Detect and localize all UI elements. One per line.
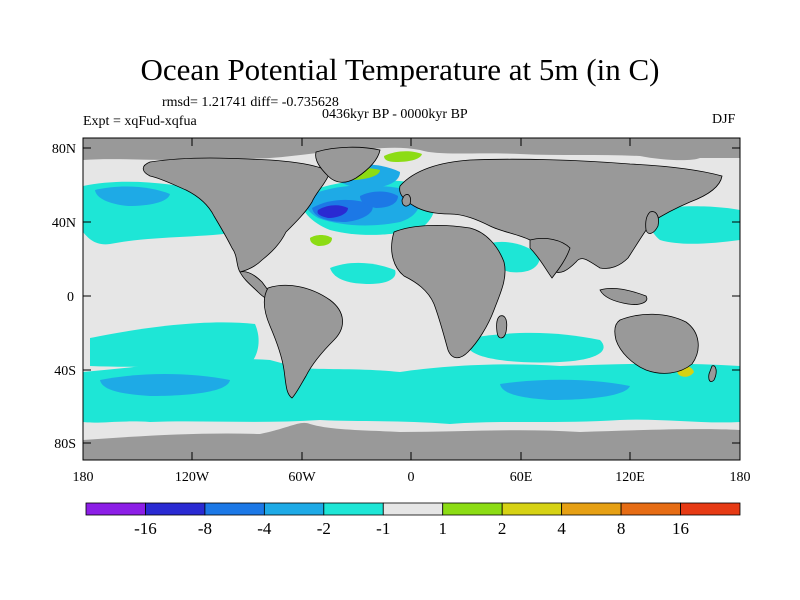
africa [391,224,506,359]
lon-label-60w: 60W [288,470,316,485]
plot-area [82,137,741,461]
madagascar [496,315,508,339]
lon-label-0: 0 [408,470,415,485]
greenland [315,146,381,183]
mid-atlantic-warming [310,235,332,246]
lat-label-80s: 80S [54,437,76,452]
legend-label: -8 [198,519,212,538]
legend-swatch [145,502,206,516]
south-pacific-mid-cooling [100,374,230,396]
southern-ocean-cooling [83,359,740,424]
experiment-label: Expt = xqFud-xqfua [83,114,197,129]
legend-label: -1 [376,519,390,538]
indian-mid-cooling [500,379,630,400]
legend-swatch [85,502,146,516]
indian-subcontinent [529,238,571,279]
axis-ticks [83,138,740,460]
lat-label-80n: 80N [52,142,76,157]
south-pacific-cooling [90,322,259,367]
latitude-labels: 80N 40N 0 40S 80S [52,142,76,452]
season-label: DJF [712,112,736,127]
north-pacific-mid-cooling [95,186,170,206]
legend-label: 16 [672,519,689,538]
europe-asia [399,158,723,273]
southeast-asia-islands [599,288,648,305]
gulf-stream-core [317,205,348,218]
north-america [142,157,331,273]
legend-label: 2 [498,519,507,538]
period-label: 0436kyr BP - 0000kyr BP [322,107,468,122]
lon-label-60e: 60E [510,470,533,485]
legend-swatch [680,502,741,516]
south-america [264,284,343,399]
nw-pacific-cooling [648,206,740,244]
legend-swatch [263,502,325,516]
legend-swatch [442,502,503,516]
lat-label-40n: 40N [52,216,76,231]
strong-cooling-patches [312,191,398,222]
legend-label: 1 [438,519,447,538]
legend-swatch [204,502,265,516]
legend-swatch [323,502,384,516]
legend-label: 4 [557,519,566,538]
legend-label: -2 [317,519,331,538]
map-title: Ocean Potential Temperature at 5m (in C) [140,52,660,87]
legend-label: 8 [617,519,626,538]
legend-swatch [501,502,563,516]
japan [645,211,659,234]
antarctica [83,422,740,460]
lon-label-180w: 180 [73,470,94,485]
arctic-warming [384,151,422,162]
legend-swatch [561,502,622,516]
arctic-land [83,138,740,161]
lon-label-120e: 120E [615,470,645,485]
legend-swatch [382,502,444,516]
subpolar-cooling [360,191,398,208]
legend-label: -4 [257,519,272,538]
trop-atlantic-cooling [330,262,396,284]
australia [614,313,699,374]
legend-swatch [620,502,681,516]
lat-label-40s: 40S [54,364,76,379]
lon-label-180e: 180 [730,470,751,485]
longitude-labels: 180 120W 60W 0 60E 120E 180 [73,470,751,485]
color-legend: -16 -8 -4 -2 -1 1 2 4 8 16 [85,502,741,538]
legend-label: -16 [134,519,157,538]
lat-label-0: 0 [67,290,74,305]
british-isles [401,194,411,207]
new-zealand [708,365,717,382]
rmsd-diff-stats: rmsd= 1.21741 diff= -0.735628 [162,95,339,110]
lon-label-120w: 120W [175,470,210,485]
south-indian-cooling [470,332,604,363]
